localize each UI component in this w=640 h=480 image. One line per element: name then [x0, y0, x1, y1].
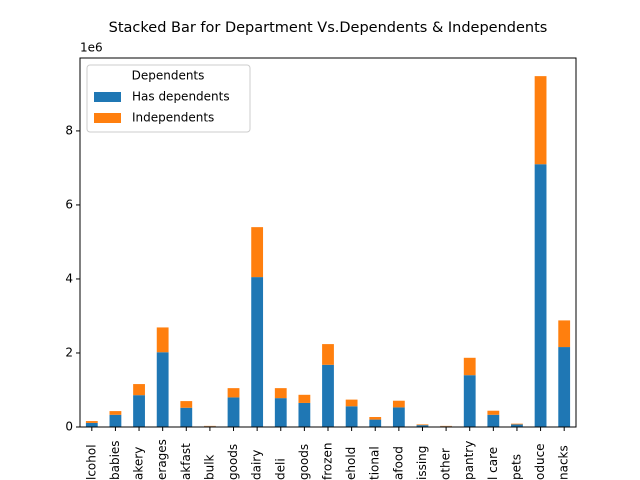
y-tick-label: 2: [65, 345, 73, 359]
x-tick-label: dairy: [250, 450, 264, 480]
bar-segment: [133, 395, 145, 427]
chart-title: Stacked Bar for Department Vs.Dependents…: [109, 20, 548, 36]
bar-segment: [463, 375, 476, 427]
x-tick-label: afood: [391, 446, 405, 480]
legend-title: Dependents: [132, 69, 205, 83]
x-tick-label: akfast: [179, 443, 193, 480]
bar-segment: [180, 401, 193, 408]
bar-segment: [369, 419, 382, 427]
bar-segment: [156, 352, 169, 427]
y-tick-label: 8: [65, 123, 73, 137]
x-tick-label: erages: [155, 439, 169, 480]
bar-segment: [85, 421, 98, 423]
x-tick-label: l care: [486, 447, 500, 480]
x-tick-label: bulk: [202, 454, 216, 480]
x-tick-label: pantry: [462, 441, 476, 480]
x-tick-label: frozen: [321, 442, 335, 480]
bar-segment: [534, 164, 547, 427]
y-tick-label: 4: [65, 271, 73, 285]
x-tick-label: ehold: [344, 447, 358, 480]
bar-segment: [487, 414, 500, 427]
bar-segment: [227, 397, 240, 427]
x-tick-label: nacks: [557, 445, 571, 480]
x-tick-label: tional: [368, 446, 382, 480]
bar-segment: [558, 347, 571, 427]
x-tick-label: deli: [273, 458, 287, 480]
legend-label: Has dependents: [132, 90, 230, 104]
bar-segment: [511, 424, 523, 427]
bar-segment: [251, 277, 264, 427]
bar-segment: [156, 327, 169, 353]
bar-segment: [274, 388, 287, 399]
bar-segment: [392, 407, 405, 427]
offset-label: 1e6: [80, 41, 103, 55]
bar-segment: [298, 394, 311, 403]
bar-segment: [511, 423, 523, 425]
bar-segment: [298, 402, 311, 427]
x-tick-label: lcohol: [84, 444, 98, 480]
bar-segment: [180, 407, 193, 427]
bar-segment: [85, 422, 98, 427]
legend-swatch: [94, 92, 121, 102]
bar-segment: [133, 384, 145, 396]
plot-frame: [79, 57, 577, 428]
x-tick-label: oduce: [533, 443, 547, 480]
bar-segment: [416, 424, 429, 426]
x-tick-label: pets: [509, 454, 523, 480]
bar-segment: [487, 410, 500, 415]
legend-swatch: [94, 113, 121, 123]
bar-segment: [534, 76, 547, 165]
bar-segment: [109, 411, 122, 415]
x-tick-label: goods: [226, 444, 240, 480]
bar-segment: [109, 414, 122, 427]
y-tick-label: 0: [65, 420, 73, 434]
x-tick-label: goods: [297, 444, 311, 480]
bar-segment: [558, 320, 571, 348]
y-tick-label: 6: [65, 197, 73, 211]
x-tick-label: akery: [132, 447, 146, 480]
x-tick-label: babies: [108, 440, 122, 480]
x-tick-label: issing: [415, 446, 429, 480]
legend-box: [86, 64, 251, 133]
bar-segment: [227, 388, 240, 398]
bar-segment: [345, 399, 358, 407]
x-tick-label: other: [439, 448, 453, 480]
legend-label: Independents: [132, 111, 214, 125]
bar-segment: [463, 357, 476, 376]
bar-segment: [345, 406, 358, 427]
bar-segment: [369, 417, 382, 420]
bar-segment: [322, 344, 334, 365]
bar-segment: [322, 364, 334, 427]
bar-segment: [416, 425, 429, 427]
bar-segment: [392, 400, 405, 408]
bar-segment: [251, 227, 264, 278]
bar-segment: [274, 398, 287, 427]
